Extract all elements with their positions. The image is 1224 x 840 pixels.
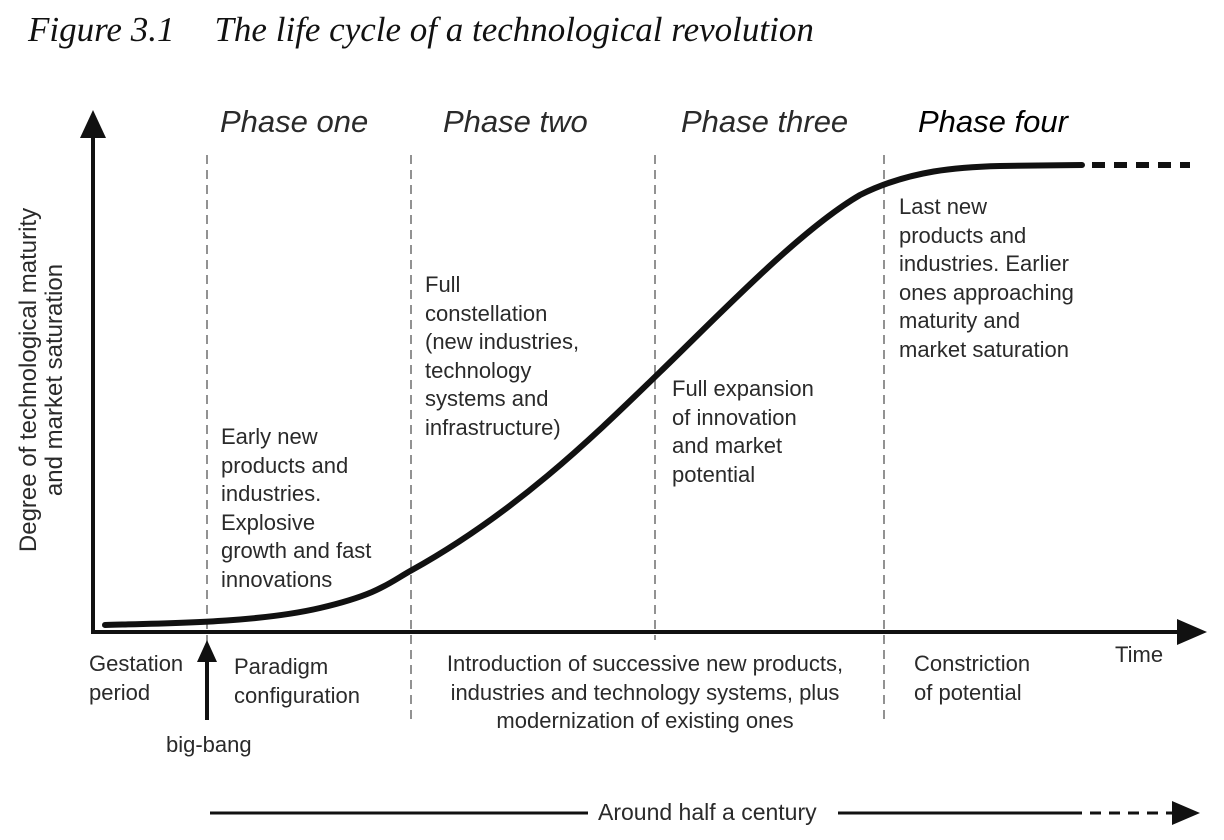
phase-four-description: Last new products and industries. Earlie… <box>899 194 1074 362</box>
x-axis-label: Time <box>1115 642 1164 667</box>
phase-four-heading: Phase four <box>918 104 1068 139</box>
phase-three-description: Full expansion of innovation and market … <box>672 376 814 487</box>
big-bang-arrowhead <box>197 640 217 662</box>
y-axis-label: Degree of technological maturity and mar… <box>15 207 68 553</box>
phase-two-description: Full constellation (new industries, tech… <box>425 272 580 440</box>
s-curve <box>102 162 1085 628</box>
big-bang-label: big-bang <box>166 732 252 757</box>
timeline-label: Around half a century <box>598 799 817 825</box>
constriction-label: Constriction of potential <box>914 651 1031 705</box>
figure-title: Figure 3.1 The life cycle of a technologi… <box>28 10 814 50</box>
phase-one-heading: Phase one <box>220 104 369 139</box>
phase-one-description: Early new products and industries. Explo… <box>221 424 372 592</box>
timeline-arrowhead <box>1172 801 1200 825</box>
gestation-period-label: Gestation period <box>89 651 184 705</box>
figure-number: Figure 3.1 <box>28 10 175 49</box>
x-axis-arrowhead <box>1177 619 1207 645</box>
y-axis-arrowhead <box>80 110 106 138</box>
figure-caption: The life cycle of a technological revolu… <box>214 10 814 49</box>
introduction-label: Introduction of successive new products,… <box>446 651 844 733</box>
phase-three-heading: Phase three <box>681 104 849 139</box>
paradigm-configuration-label: Paradigm configuration <box>234 654 360 708</box>
phase-two-heading: Phase two <box>443 104 588 139</box>
